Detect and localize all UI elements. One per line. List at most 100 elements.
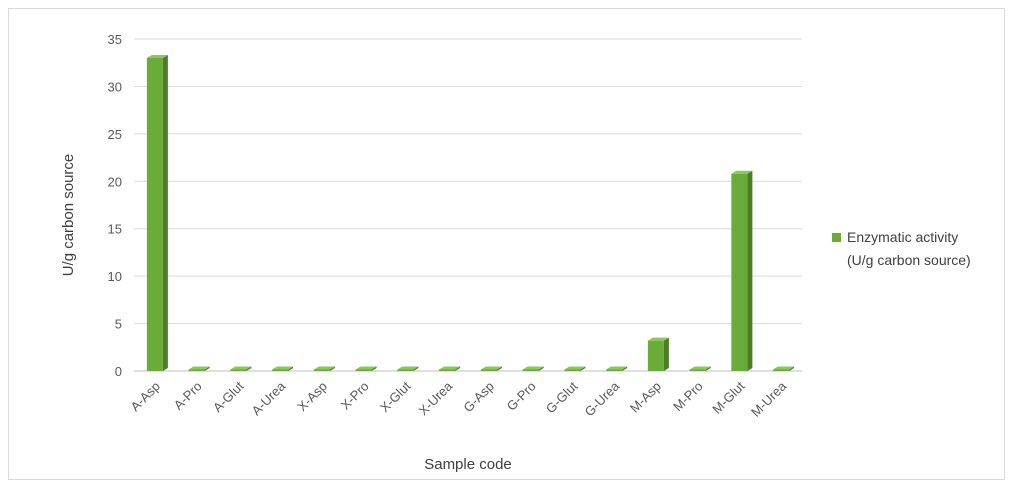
x-tick-label: M-Glut [709,378,747,416]
bar-top [480,366,502,370]
grid-lines [134,38,802,372]
bar-top [731,170,753,174]
bar [773,366,795,371]
bar-side [371,366,377,371]
bar-top [564,366,586,370]
bar-top [439,366,461,370]
bar-side [246,366,252,371]
x-tick-label: A-Pro [171,379,205,413]
bar-side [288,366,294,371]
bar-top [606,366,628,370]
legend: Enzymatic activity (U/g carbon source) [832,229,971,268]
bars [146,54,795,371]
legend-label-line-1: Enzymatic activity [847,229,958,245]
x-tick-label: G-Urea [581,378,622,419]
bar-side [204,366,210,371]
bar-side [455,366,461,371]
bar-front [146,57,163,371]
bar-front [647,340,664,371]
bar-chart: 0 5 10 15 20 25 30 35 A-Asp A-Pro A-Glut A-Urea X-A… [60,32,971,473]
legend-label-line-2: (U/g carbon source) [847,252,971,268]
x-tick-label: A-Asp [127,379,163,415]
bar-front [230,369,247,371]
x-tick-label: M-Urea [748,378,790,420]
bar [647,337,669,371]
bar-front [272,369,289,371]
bar-top [230,366,252,370]
bar-front [731,173,748,371]
bar [397,366,419,371]
bar-top [773,366,795,370]
bar-side [538,366,544,371]
y-tick-label: 25 [108,127,122,142]
bar [522,366,544,371]
bar-side [413,366,419,371]
x-tick-label: A-Urea [249,378,289,418]
bar-front [480,369,497,371]
bar-side [162,54,168,371]
bar-top [397,366,419,370]
bar-side [622,366,628,371]
bar [146,54,168,371]
bar-top [146,54,168,58]
bar-front [773,369,790,371]
x-tick-label: X-Asp [294,379,330,415]
bar [355,366,377,371]
bar-side [580,366,586,371]
bar-top [355,366,377,370]
bar-top [647,337,669,341]
bar-top [689,366,711,370]
bar [731,170,753,371]
bar-side [705,366,711,371]
x-tick-label: G-Asp [460,379,497,416]
legend-swatch [832,233,841,242]
bar-side [496,366,502,371]
bar [606,366,628,371]
bar-front [397,369,414,371]
bar-side [747,170,753,371]
y-tick-label: 20 [108,174,122,189]
bar-top [522,366,544,370]
bar-front [564,369,581,371]
bar-top [272,366,294,370]
y-tick-labels: 0 5 10 15 20 25 30 35 [108,32,122,379]
bar-front [188,369,205,371]
x-tick-label: M-Pro [670,379,706,415]
chart-frame: 0 5 10 15 20 25 30 35 A-Asp A-Pro A-Glut A-Urea X-A… [8,8,1005,480]
bar-top [188,366,210,370]
bar-front [355,369,372,371]
bar [480,366,502,371]
bar-side [329,366,335,371]
y-tick-label: 15 [108,222,122,237]
y-tick-label: 5 [115,317,122,332]
x-tick-label: G-Glut [543,378,581,416]
bar-front [313,369,330,371]
y-tick-label: 0 [115,364,122,379]
bar-front [522,369,539,371]
y-tick-label: 30 [108,79,122,94]
bar [439,366,461,371]
bar [188,366,210,371]
bar [564,366,586,371]
bar [313,366,335,371]
bar-front [439,369,456,371]
bar-side [663,337,669,371]
bar [689,366,711,371]
x-tick-labels: A-Asp A-Pro A-Glut A-Urea X-Asp X-Pro X-Glut X-… [127,378,789,420]
x-axis-title: Sample code [424,456,512,473]
x-tick-label: G-Pro [504,379,539,414]
x-tick-label: X-Urea [416,378,456,418]
x-tick-label: X-Pro [338,379,372,413]
bar [272,366,294,371]
bar-front [689,369,706,371]
x-tick-label: A-Glut [210,378,247,415]
bar-front [606,369,623,371]
y-axis-title: U/g carbon source [60,154,77,277]
y-tick-label: 10 [108,269,122,284]
x-tick-label: M-Asp [627,379,664,416]
bar [230,366,252,371]
bar-side [789,366,795,371]
x-tick-label: X-Glut [377,378,414,415]
y-tick-label: 35 [108,32,122,47]
bar-top [313,366,335,370]
